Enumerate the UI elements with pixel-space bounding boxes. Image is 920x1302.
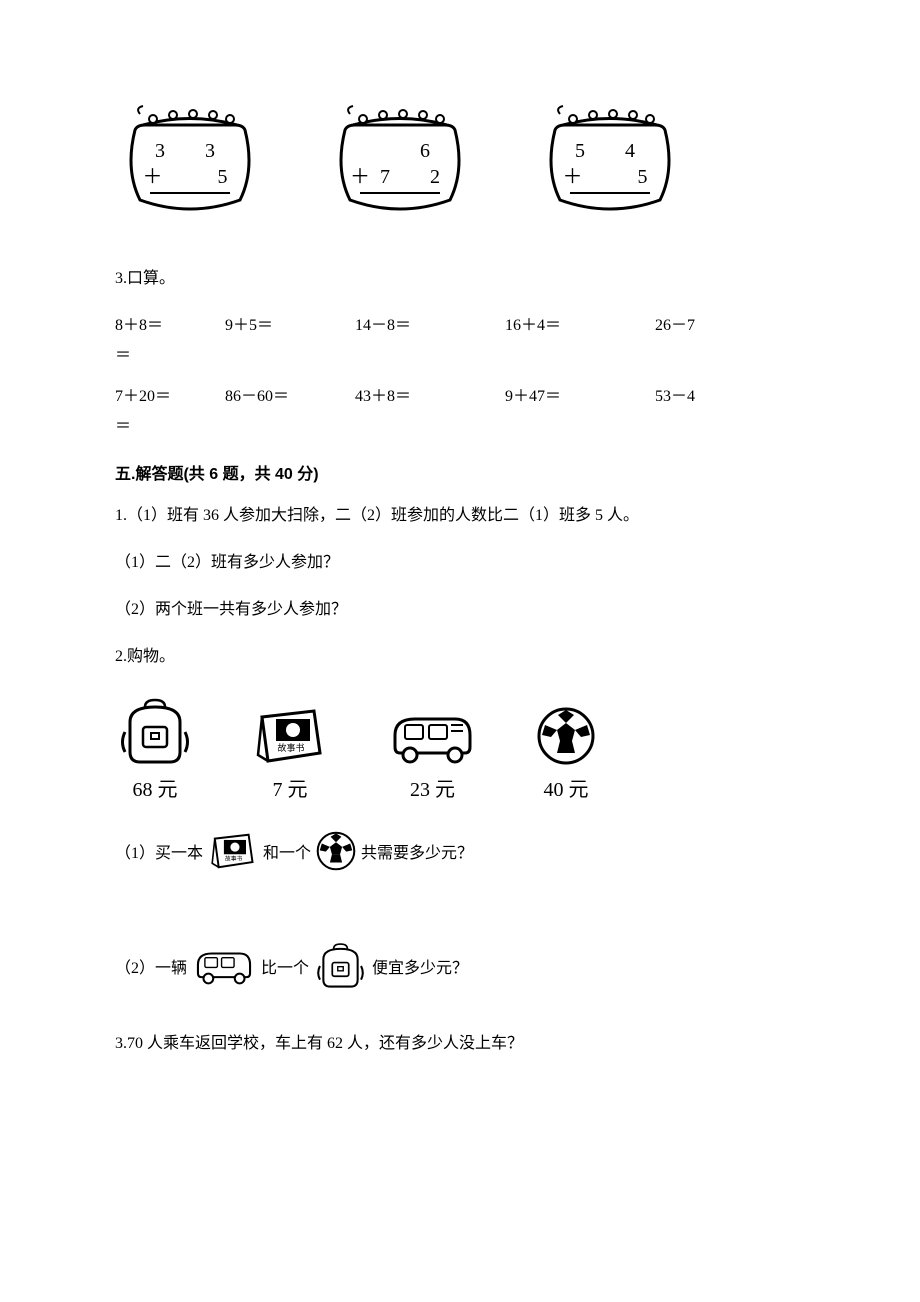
bag-2: 6 ＋7 2 [325, 100, 475, 215]
calc-cell: 7＋20＝ [115, 383, 225, 410]
calc-cell: 53－4 [655, 383, 745, 410]
calc-row-2: 7＋20＝ 86－60＝ 43＋8＝ 9＋47＝ 53－4 [115, 383, 830, 410]
shop-item-book: 故事书 7 元 [250, 705, 330, 802]
stray-eq-1: ＝ [115, 341, 830, 365]
mental-calc-block: 8＋8＝ 9＋5＝ 14－8＝ 16＋4＝ 26－7 ＝ 7＋20＝ 86－60… [115, 312, 830, 436]
q5-2: 2.购物。 [115, 643, 830, 672]
calc-row-1: 8＋8＝ 9＋5＝ 14－8＝ 16＋4＝ 26－7 [115, 312, 830, 339]
price-book: 7 元 [273, 773, 308, 802]
q5-2-sub2-post: 便宜多少元？ [372, 954, 468, 978]
backpack-icon [313, 942, 368, 990]
soccer-ball-icon [315, 830, 357, 872]
bag-1-math: 3 3 ＋ 5 [115, 138, 265, 194]
section-5-title: 五.解答题(共 6 题，共 40 分) [115, 460, 830, 484]
q5-2-sub1-mid: 和一个 [263, 839, 311, 863]
bag-2-math: 6 ＋7 2 [325, 138, 475, 194]
bag-3-top: 5 4 [535, 138, 685, 164]
calc-cell: 9＋5＝ [225, 312, 355, 339]
price-car: 23 元 [410, 773, 455, 802]
price-bag: 68 元 [133, 773, 178, 802]
q5-1-sub2: （2）两个班一共有多少人参加？ [115, 596, 830, 625]
price-ball: 40 元 [544, 773, 589, 802]
bag-1-top: 3 3 [115, 138, 265, 164]
backpack-icon [115, 697, 195, 767]
storybook-icon: 故事书 [207, 830, 259, 872]
calc-cell: 9＋47＝ [505, 383, 655, 410]
q5-2-sub1: （1）买一本 故事书 和一个 共需要多少元？ [115, 830, 830, 872]
q5-2-sub2: （2）一辆 比一个 便宜多少元？ [115, 942, 830, 990]
q5-2-sub1-pre: （1）买一本 [115, 839, 203, 863]
q5-1: 1.（1）班有 36 人参加大扫除，二（2）班参加的人数比二（1）班多 5 人。 [115, 502, 830, 531]
q5-3: 3.70 人乘车返回学校，车上有 62 人，还有多少人没上车？ [115, 1030, 830, 1059]
bag-3: 5 4 ＋ 5 [535, 100, 685, 215]
calc-cell: 26－7 [655, 312, 745, 339]
shop-item-car: 23 元 [385, 707, 480, 802]
bag-addition-row: 3 3 ＋ 5 6 ＋7 2 [115, 100, 830, 215]
shop-item-ball: 40 元 [535, 705, 597, 802]
calc-cell: 16＋4＝ [505, 312, 655, 339]
q5-2-sub2-pre: （2）一辆 [115, 954, 187, 978]
bag-3-line [570, 192, 650, 194]
q5-1-sub1: （1）二（2）班有多少人参加？ [115, 549, 830, 578]
car-icon [385, 707, 480, 767]
storybook-icon: 故事书 [250, 705, 330, 767]
soccer-ball-icon [535, 705, 597, 767]
stray-eq-2: ＝ [115, 412, 830, 436]
bag-3-bot: ＋ 5 [535, 164, 685, 190]
q5-2-sub2-mid: 比一个 [261, 954, 309, 978]
bag-1-line [150, 192, 230, 194]
q3-label: 3.口算。 [115, 265, 830, 294]
calc-cell: 14－8＝ [355, 312, 505, 339]
calc-cell: 8＋8＝ [115, 312, 225, 339]
bag-1: 3 3 ＋ 5 [115, 100, 265, 215]
bag-2-line [360, 192, 440, 194]
shop-items-row: 68 元 故事书 7 元 23 元 [115, 697, 830, 802]
bag-3-math: 5 4 ＋ 5 [535, 138, 685, 194]
calc-cell: 86－60＝ [225, 383, 355, 410]
car-icon [191, 945, 257, 987]
bag-2-top: 6 [325, 138, 475, 164]
shop-item-bag: 68 元 [115, 697, 195, 802]
q5-2-sub1-post: 共需要多少元？ [361, 839, 473, 863]
bag-2-bot: ＋7 2 [325, 164, 475, 190]
bag-1-bot: ＋ 5 [115, 164, 265, 190]
calc-cell: 43＋8＝ [355, 383, 505, 410]
svg-text:故事书: 故事书 [277, 742, 304, 753]
